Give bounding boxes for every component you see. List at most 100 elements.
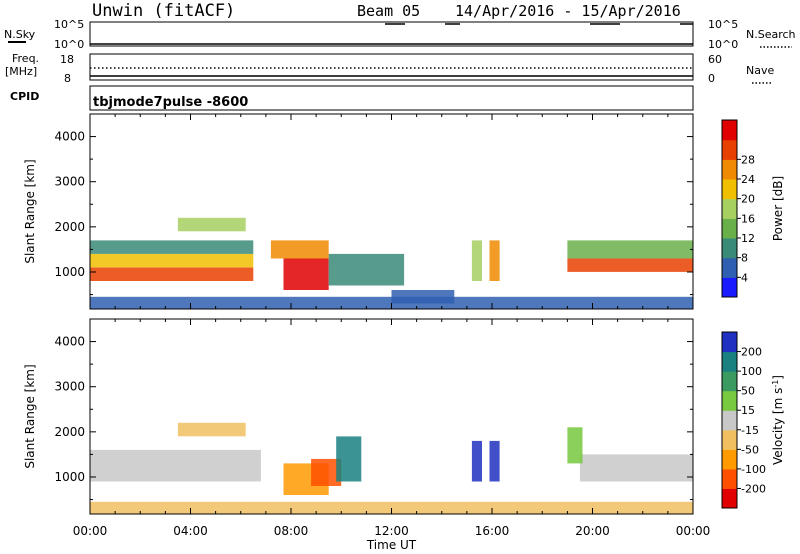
velocity-colorbar-segment: [722, 371, 737, 392]
nsearch-label: N.Search: [746, 28, 796, 41]
velocity-colorbar-tick-label: 100: [741, 365, 762, 378]
freq-tick-top: 18: [60, 53, 74, 66]
power-cell: [270, 240, 329, 259]
noise-tick-right-top: 10^5: [708, 18, 738, 31]
power-cell: [283, 258, 329, 290]
nave-tick-bottom: 0: [708, 72, 715, 85]
power-cell: [567, 240, 693, 259]
xtick-label: 00:00: [676, 524, 711, 538]
power-colorbar-tick-label: 12: [741, 232, 755, 245]
power-cell: [328, 253, 405, 286]
power-colorbar-segment: [722, 198, 737, 219]
noise-tick-left-bottom: 10^0: [54, 38, 84, 51]
power-colorbar-segment: [722, 218, 737, 239]
cpid-panel: CPID tbjmode7pulse -8600: [10, 85, 694, 111]
velocity-colorbar-label-end: ]: [771, 375, 785, 380]
velocity-cell: [90, 449, 261, 482]
power-colorbar-tick-label: 8: [741, 252, 748, 265]
power-cell: [489, 240, 500, 281]
freq-tick-bottom: 8: [64, 72, 71, 85]
velocity-colorbar-segment: [722, 351, 737, 372]
velocity-ytick-label: 1000: [54, 470, 85, 484]
velocity-colorbar-segment: [722, 468, 737, 489]
power-colorbar-segment: [722, 277, 737, 298]
velocity-colorbar-tick-label: -100: [741, 463, 766, 476]
velocity-ylabel: Slant Range [km]: [23, 364, 37, 468]
station-title: Unwin (fitACF): [92, 1, 235, 21]
xtick-label: 00:00: [73, 524, 108, 538]
power-ytick-label: 3000: [54, 175, 85, 189]
noise-panel: N.Sky 10^5 10^0 10^5 10^0 N.Search: [4, 18, 796, 51]
velocity-colorbar-frame: [721, 331, 738, 509]
power-colorbar-tick-label: 20: [741, 193, 755, 206]
nsky-label: N.Sky: [4, 28, 36, 41]
freq-label: Freq.: [12, 52, 39, 65]
power-cell: [90, 267, 254, 281]
power-ytick-label: 4000: [54, 130, 85, 144]
velocity-colorbar-segment: [722, 488, 737, 509]
power-colorbar-segment: [722, 159, 737, 180]
velocity-cell: [489, 440, 500, 482]
power-colorbar-segment: [722, 257, 737, 278]
xtick-label: 16:00: [475, 524, 510, 538]
xtick-label: 04:00: [173, 524, 208, 538]
power-ytick-label: 2000: [54, 220, 85, 234]
velocity-colorbar-tick-label: -200: [741, 482, 766, 495]
xtick-label: 12:00: [374, 524, 409, 538]
power-cell: [471, 240, 482, 281]
beam-label: Beam 05: [357, 2, 420, 20]
velocity-panel-frame: [89, 318, 694, 515]
power-colorbar-tick-label: 16: [741, 212, 755, 225]
velocity-colorbar-segment: [722, 410, 737, 431]
velocity-colorbar-label-sup: -1: [771, 380, 780, 388]
power-cell: [90, 240, 254, 254]
power-colorbar-label: Power [dB]: [771, 176, 785, 241]
power-cell: [567, 258, 693, 272]
freq-panel: Freq. [MHz] 18 8 60 0 Nave: [5, 52, 774, 85]
xtick-label: 08:00: [274, 524, 309, 538]
velocity-colorbar-tick-label: 50: [741, 385, 755, 398]
velocity-cell: [567, 427, 583, 464]
power-ytick-label: 1000: [54, 265, 85, 279]
power-cell: [90, 296, 693, 309]
power-colorbar-segment: [722, 179, 737, 200]
power-cell: [90, 253, 254, 268]
velocity-colorbar-tick-label: -15: [741, 424, 759, 437]
velocity-cell: [579, 454, 693, 482]
power-colorbar-tick-label: 4: [741, 271, 748, 284]
velocity-colorbar-segment: [722, 332, 737, 353]
velocity-cell: [311, 458, 342, 486]
xtick-label: 20:00: [575, 524, 610, 538]
velocity-colorbar-label: Velocity [m s-1]: [771, 375, 786, 465]
velocity-colorbar-segment: [722, 449, 737, 470]
velocity-cell: [471, 440, 482, 482]
velocity-colorbar-segment: [722, 390, 737, 411]
power-colorbar-segment: [722, 238, 737, 259]
date-range: 14/Apr/2016 - 15/Apr/2016: [455, 2, 681, 20]
power-colorbar-tick-label: 28: [741, 153, 755, 166]
power-colorbar-segment: [722, 120, 737, 141]
nave-tick-top: 60: [708, 53, 722, 66]
power-colorbar-tick-label: 24: [741, 173, 755, 186]
power-colorbar-segment: [722, 139, 737, 160]
noise-tick-left-top: 10^5: [54, 18, 84, 31]
power-cell: [177, 217, 246, 232]
velocity-cell: [336, 436, 362, 482]
velocity-cell: [177, 422, 246, 437]
noise-tick-right-bottom: 10^0: [708, 38, 738, 51]
power-colorbar-frame: [721, 119, 738, 298]
velocity-cell: [90, 501, 693, 514]
nave-label: Nave: [746, 64, 774, 77]
freq-unit-label: [MHz]: [5, 65, 37, 78]
velocity-colorbar-tick-label: 200: [741, 346, 762, 359]
velocity-colorbar-segment: [722, 429, 737, 450]
power-ylabel: Slant Range [km]: [23, 159, 37, 263]
velocity-ytick-label: 4000: [54, 335, 85, 349]
velocity-colorbar-tick-label: -50: [741, 443, 759, 456]
velocity-colorbar-tick-label: 15: [741, 404, 755, 417]
cpid-label: CPID: [10, 90, 39, 103]
main-panels: 1000 2000 3000 4000 Slant Range [km] 4 8 12 16 20…: [23, 113, 786, 552]
cpid-value: tbjmode7pulse -8600: [93, 95, 248, 110]
xlabel: Time UT: [366, 538, 417, 552]
